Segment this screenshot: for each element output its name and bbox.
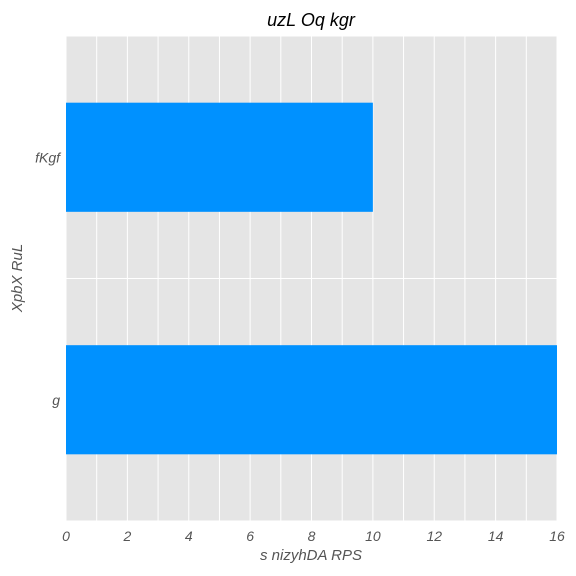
x-tick-label: 8 [308, 528, 316, 544]
x-tick-label: 6 [246, 528, 254, 544]
y-axis-title: XpbX RuL [9, 244, 26, 313]
x-tick-label: 10 [365, 528, 381, 544]
y-tick-labels: g fKgf [35, 149, 62, 408]
x-tick-label: 16 [549, 528, 565, 544]
x-tick-label: 0 [62, 528, 70, 544]
x-axis-title: s nizyhDA RPS [260, 547, 362, 564]
x-tick-label: 14 [488, 528, 504, 544]
x-tick-label: 2 [122, 528, 131, 544]
bars [66, 102, 557, 455]
bar-g [66, 345, 557, 455]
y-tick-label: fKgf [35, 149, 62, 165]
x-tick-label: 12 [426, 528, 442, 544]
bar-fKgf [66, 102, 373, 212]
x-tick-labels: 0 2 4 6 8 10 12 14 16 [62, 528, 565, 544]
chart-title: uzL Oq kgr [267, 10, 356, 30]
y-tick-label: g [52, 392, 60, 408]
x-tick-label: 4 [185, 528, 193, 544]
